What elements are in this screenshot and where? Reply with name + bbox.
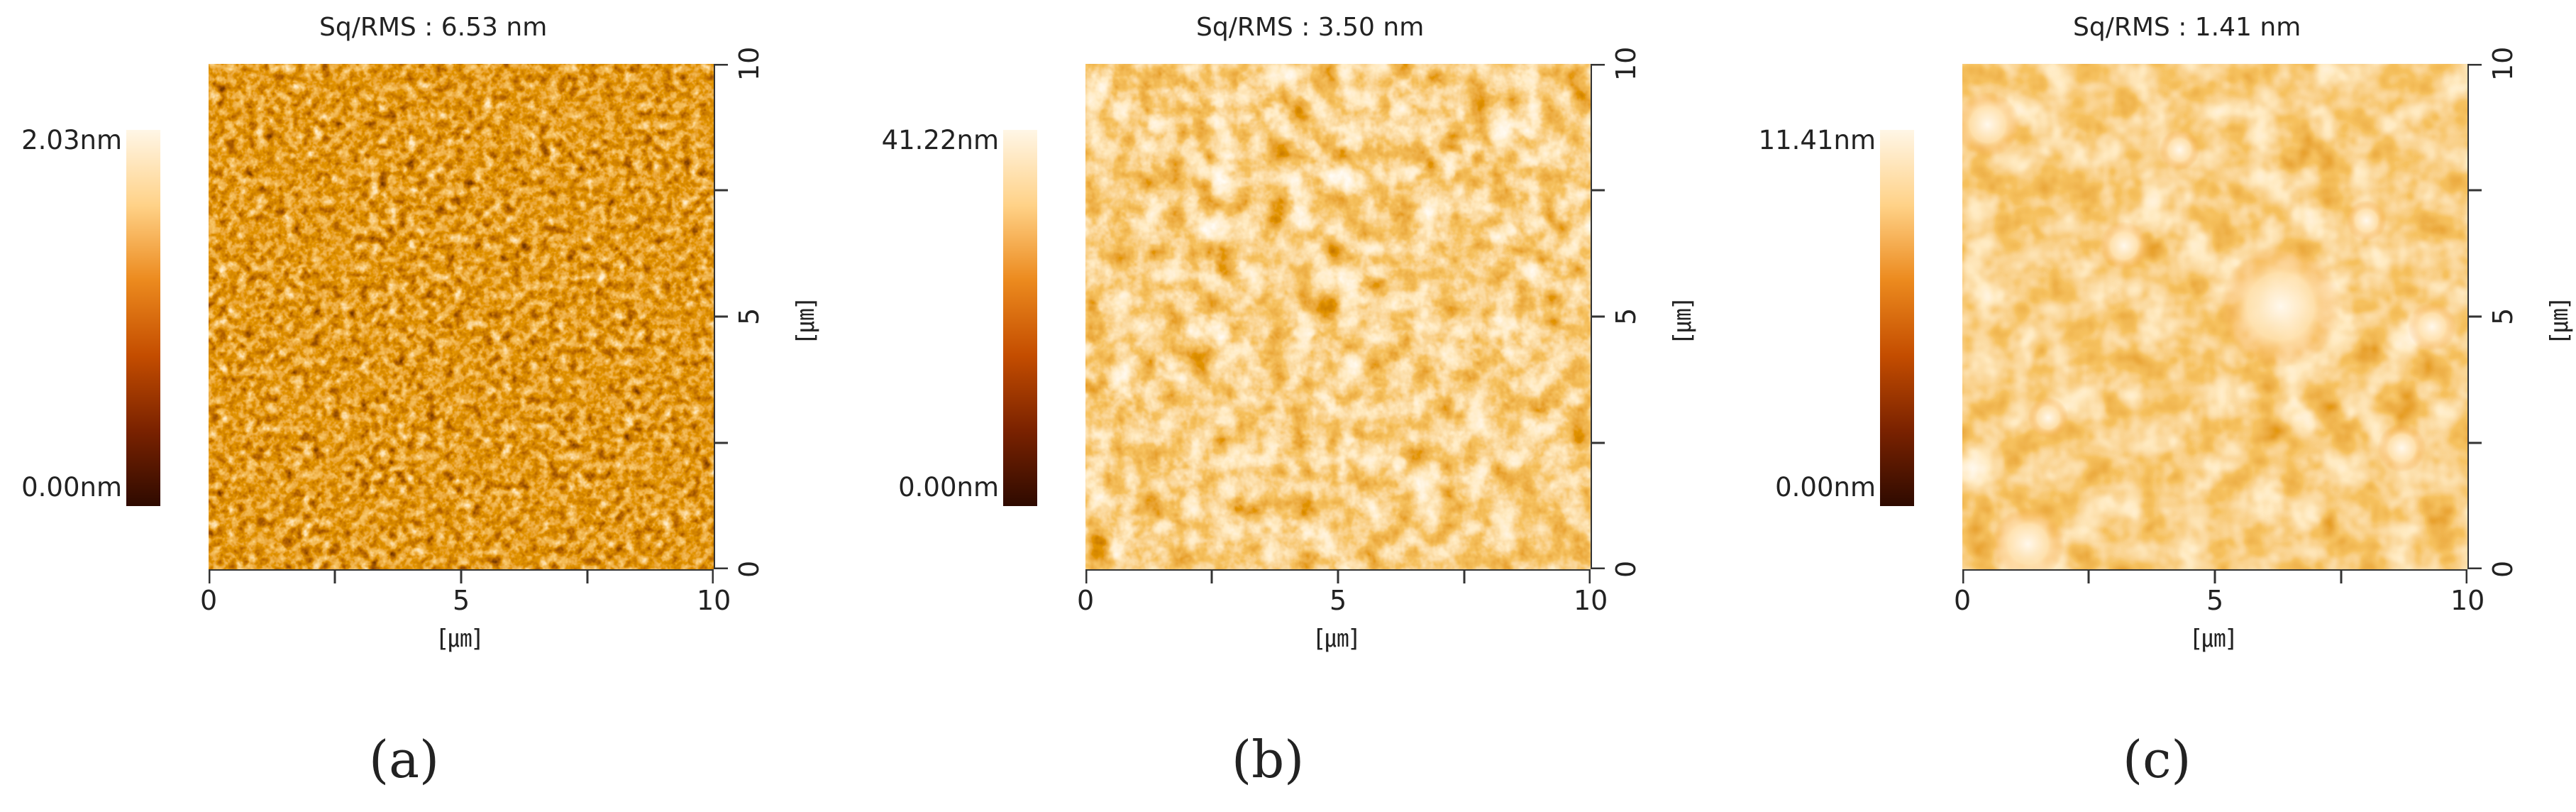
y-tick-label: 0 xyxy=(1610,560,1642,578)
colorbar-min-label: 0.00nm xyxy=(1775,472,1876,503)
x-unit-label: [㎛] xyxy=(1315,625,1359,653)
surface-texture xyxy=(1962,64,2467,569)
colorbar-max-label: 41.22nm xyxy=(881,125,999,155)
bright-grain xyxy=(1991,508,2064,569)
x-axis-line xyxy=(209,569,714,583)
height-map-surface xyxy=(209,64,714,569)
colorbar xyxy=(1003,130,1037,506)
panel-title: Sq/RMS : 3.50 nm xyxy=(1196,13,1425,42)
y-tick-label: 5 xyxy=(2487,307,2519,325)
panel-label: (a) xyxy=(369,730,440,789)
x-tick-label: 10 xyxy=(2450,585,2485,616)
colorbar xyxy=(126,130,160,506)
y-axis-line xyxy=(2467,64,2482,569)
y-axis-line xyxy=(714,64,728,569)
afm-panel-c: Sq/RMS : 1.41 nm 11.41nm 0.00nm 0 5 10 0 5 1… xyxy=(1754,0,2576,812)
y-axis: 0 5 10 xyxy=(1591,47,1697,578)
bright-grain xyxy=(2377,423,2426,473)
x-tick-label: 10 xyxy=(697,585,731,616)
x-unit-label: [㎛] xyxy=(2192,625,2235,653)
afm-panel-b: Sq/RMS : 3.50 nm 41.22nm 0.00nm 0 5 10 0 5 1… xyxy=(877,0,1735,812)
height-map xyxy=(1085,64,1591,569)
x-axis: 0 5 10 xyxy=(1954,569,2484,647)
y-axis: 0 5 10 xyxy=(2467,47,2574,578)
x-axis-line xyxy=(1085,569,1591,583)
surface-texture xyxy=(1085,64,1591,569)
colorbar-max-label: 11.41nm xyxy=(1758,125,1876,155)
y-tick-label: 10 xyxy=(2487,46,2519,81)
y-tick-label: 10 xyxy=(734,46,765,81)
x-tick-label: 5 xyxy=(2206,585,2224,616)
surface-texture xyxy=(209,64,714,569)
panel-label: (b) xyxy=(1232,730,1305,789)
y-axis: 0 5 10 xyxy=(714,47,820,578)
colorbar-min-label: 0.00nm xyxy=(898,472,999,503)
bright-grain xyxy=(2407,302,2457,351)
y-unit-label: [㎛] xyxy=(792,299,820,342)
height-map-surface xyxy=(1085,64,1591,569)
x-axis: 0 5 10 xyxy=(200,569,731,647)
x-unit-label: [㎛] xyxy=(438,625,482,653)
y-axis-line xyxy=(1591,64,1605,569)
x-tick-label: 0 xyxy=(1077,585,1095,616)
bright-grain xyxy=(2099,221,2149,270)
x-tick-label: 0 xyxy=(1954,585,1972,616)
panel-title: Sq/RMS : 1.41 nm xyxy=(2073,13,2301,42)
bright-grain xyxy=(2346,200,2387,241)
x-axis-line xyxy=(1962,569,2467,583)
colorbar-min-label: 0.00nm xyxy=(21,472,122,503)
y-tick-label: 0 xyxy=(734,560,765,578)
x-tick-label: 10 xyxy=(1574,585,1608,616)
y-tick-label: 5 xyxy=(734,307,765,325)
panel-title: Sq/RMS : 6.53 nm xyxy=(319,13,548,42)
colorbar xyxy=(1880,130,1914,506)
y-unit-label: [㎛] xyxy=(1669,299,1697,342)
colorbar-max-label: 2.03nm xyxy=(21,125,122,155)
height-map xyxy=(209,64,714,569)
y-tick-label: 10 xyxy=(1610,46,1642,81)
bright-grain xyxy=(2220,246,2341,368)
panel-label: (c) xyxy=(2123,730,2191,789)
x-tick-label: 0 xyxy=(200,585,218,616)
x-tick-label: 5 xyxy=(1330,585,1347,616)
y-unit-label: [㎛] xyxy=(2545,299,2574,342)
height-map-surface xyxy=(1962,64,2467,569)
x-tick-label: 5 xyxy=(453,585,470,616)
y-tick-label: 5 xyxy=(1610,307,1642,325)
bright-grain xyxy=(2028,397,2069,438)
bright-grain xyxy=(2159,129,2200,170)
x-axis: 0 5 10 xyxy=(1077,569,1608,647)
afm-panel-a: Sq/RMS : 6.53 nm 2.03nm 0.00nm 0 5 10 0 5 10… xyxy=(0,0,858,812)
y-tick-label: 0 xyxy=(2487,560,2519,578)
bright-grain xyxy=(1962,92,2021,157)
height-map xyxy=(1962,64,2467,569)
